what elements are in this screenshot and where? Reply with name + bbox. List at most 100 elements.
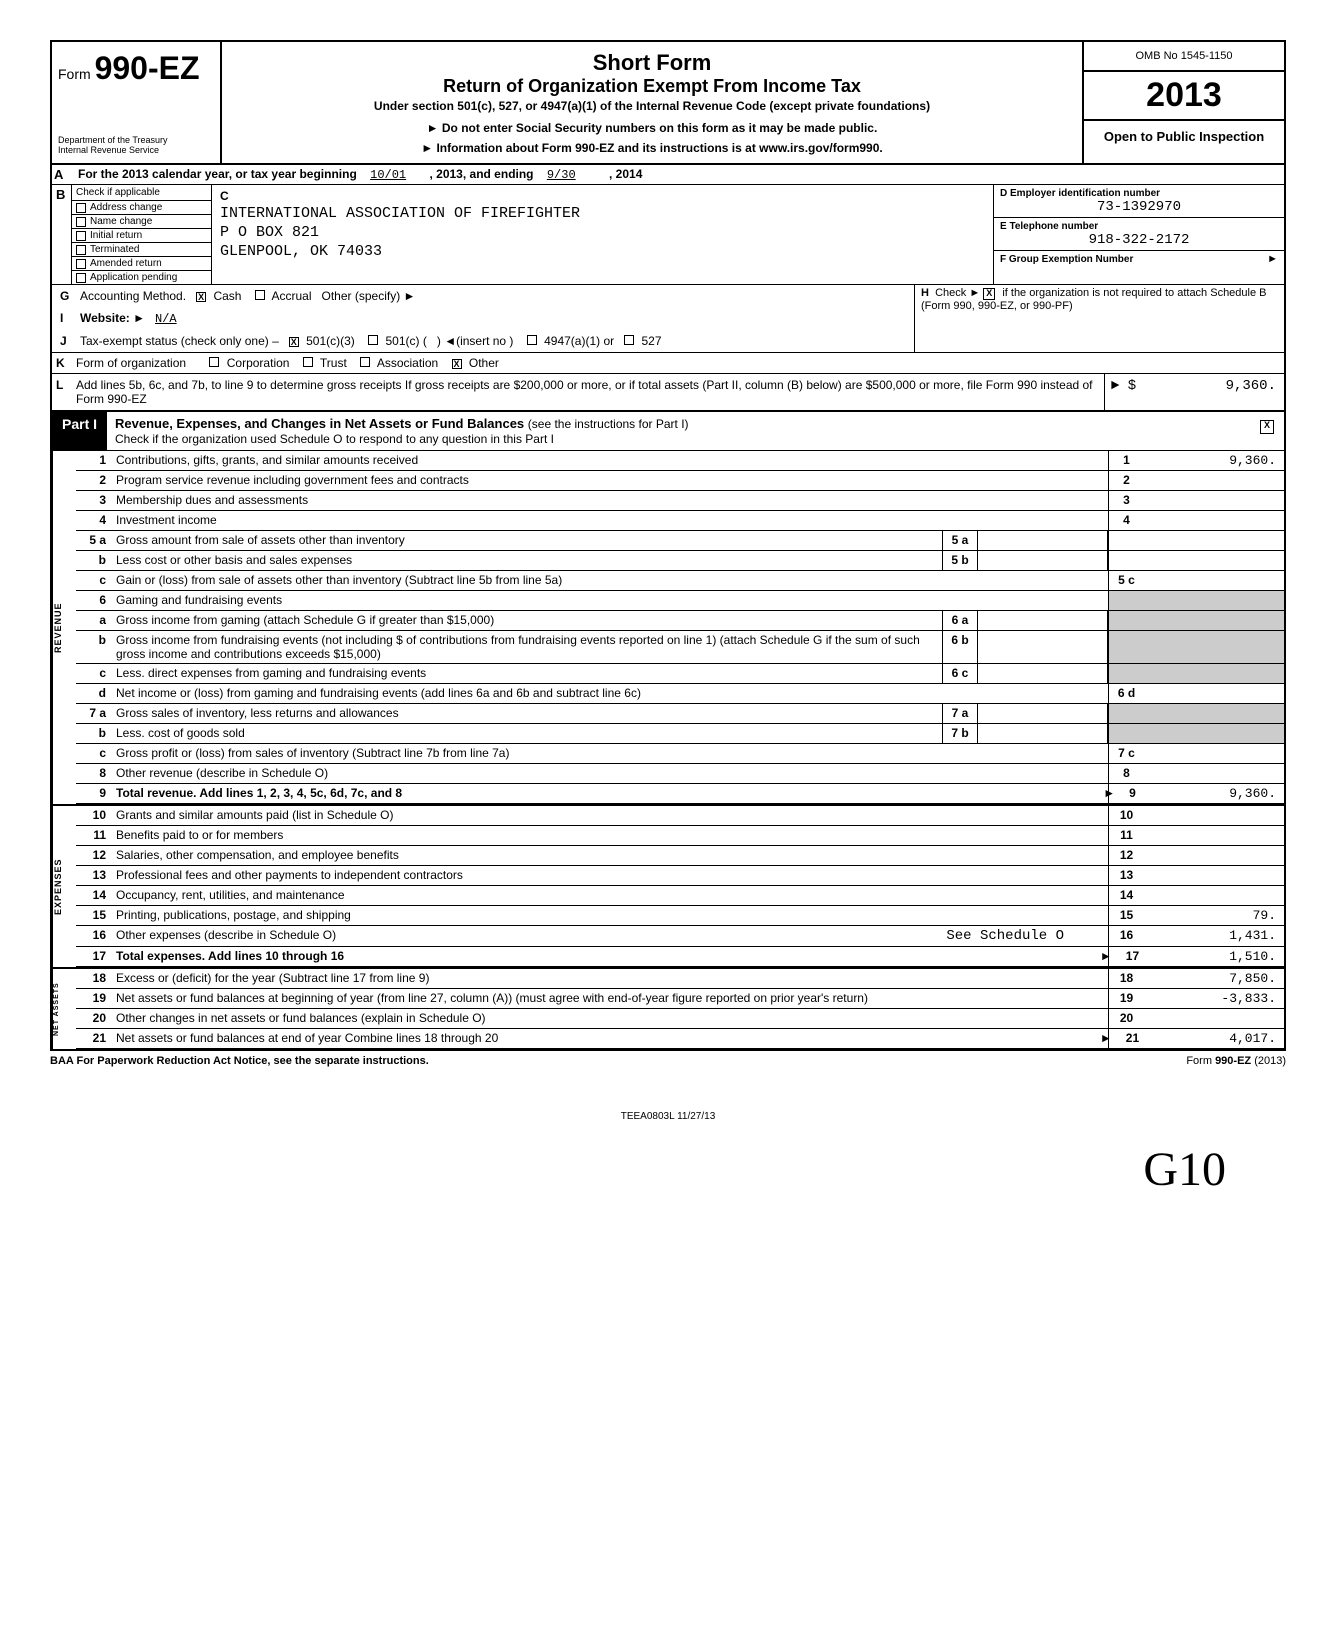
- end-val: [1144, 826, 1284, 845]
- line-14: 14Occupancy, rent, utilities, and mainte…: [76, 886, 1284, 906]
- chk-sched-o[interactable]: [1260, 420, 1274, 434]
- revenue-section: REVENUE 1Contributions, gifts, grants, a…: [52, 451, 1284, 804]
- chk-app-pending[interactable]: Application pending: [72, 270, 211, 284]
- chk-501c[interactable]: [368, 335, 378, 345]
- section-bcdef: B Check if applicable Address change Nam…: [52, 185, 1284, 285]
- line-num: 17: [76, 947, 112, 966]
- line-d: dNet income or (loss) from gaming and fu…: [76, 684, 1284, 704]
- footer: BAA For Paperwork Reduction Act Notice, …: [50, 1051, 1286, 1071]
- end-val-shaded: [1144, 724, 1284, 743]
- website-val: N/A: [155, 312, 177, 326]
- end-val: [1144, 684, 1284, 703]
- label-b: B: [52, 185, 72, 284]
- end-num-shaded: [1108, 664, 1144, 683]
- end-num: [1108, 551, 1144, 570]
- line-21: 21Net assets or fund balances at end of …: [76, 1029, 1284, 1049]
- line-6: 6Gaming and fundraising events: [76, 591, 1284, 611]
- end-val: 9,360.: [1144, 784, 1284, 803]
- end-val: -3,833.: [1144, 989, 1284, 1008]
- part1-chk: [1254, 412, 1284, 450]
- end-val: 79.: [1144, 906, 1284, 925]
- end-num: 12: [1108, 846, 1144, 865]
- line-5a: 5 aGross amount from sale of assets othe…: [76, 531, 1284, 551]
- row-a-content: For the 2013 calendar year, or tax year …: [72, 165, 1284, 184]
- end-num: ►9: [1108, 784, 1144, 803]
- chk-initial-return[interactable]: Initial return: [72, 228, 211, 242]
- end-val-shaded: [1144, 631, 1284, 663]
- end-num: 11: [1108, 826, 1144, 845]
- line-17: 17Total expenses. Add lines 10 through 1…: [76, 947, 1284, 967]
- subtitle: Under section 501(c), 527, or 4947(a)(1)…: [230, 99, 1074, 113]
- end-num: [1108, 531, 1144, 550]
- line-desc: Less cost or other basis and sales expen…: [112, 551, 942, 570]
- line-16: 16Other expenses (describe in Schedule O…: [76, 926, 1284, 947]
- chk-terminated[interactable]: Terminated: [72, 242, 211, 256]
- form-container: Form 990-EZ Department of the Treasury I…: [50, 40, 1286, 1051]
- line-4: 4Investment income4: [76, 511, 1284, 531]
- chk-name-change[interactable]: Name change: [72, 214, 211, 228]
- chk-h[interactable]: [983, 288, 995, 300]
- chk-address-change[interactable]: Address change: [72, 200, 211, 214]
- line-desc: Net assets or fund balances at beginning…: [112, 989, 1108, 1008]
- phone: 918-322-2172: [1000, 232, 1278, 248]
- label-i: I: [56, 309, 76, 328]
- line-15: 15Printing, publications, postage, and s…: [76, 906, 1284, 926]
- chk-assoc[interactable]: [360, 357, 370, 367]
- line-12: 12Salaries, other compensation, and empl…: [76, 846, 1284, 866]
- line-num: 21: [76, 1029, 112, 1048]
- line-num: b: [76, 724, 112, 743]
- omb-number: OMB No 1545-1150: [1084, 42, 1284, 72]
- line-desc: Total revenue. Add lines 1, 2, 3, 4, 5c,…: [112, 784, 1108, 803]
- end-num: 5 c: [1108, 571, 1144, 590]
- part1-label: Part I: [52, 412, 107, 450]
- side-expenses: EXPENSES: [52, 806, 76, 967]
- line-num: 3: [76, 491, 112, 510]
- chk-cash[interactable]: [196, 292, 206, 302]
- g-content: Accounting Method. Cash Accrual Other (s…: [76, 287, 910, 305]
- col-b-checks: Check if applicable Address change Name …: [72, 185, 212, 284]
- end-num: ►17: [1108, 947, 1144, 966]
- end-num-shaded: [1108, 591, 1144, 610]
- chk-corp[interactable]: [209, 357, 219, 367]
- line-20: 20Other changes in net assets or fund ba…: [76, 1009, 1284, 1029]
- line-desc: Gross income from fundraising events (no…: [112, 631, 942, 663]
- line-desc: Occupancy, rent, utilities, and maintena…: [112, 886, 1108, 905]
- mid-val: [978, 704, 1108, 723]
- mid-val: [978, 611, 1108, 630]
- net-lines: 18Excess or (deficit) for the year (Subt…: [76, 969, 1284, 1049]
- line-desc: Grants and similar amounts paid (list in…: [112, 806, 1108, 825]
- line-c: cLess. direct expenses from gaming and f…: [76, 664, 1284, 684]
- form-header: Form 990-EZ Department of the Treasury I…: [52, 42, 1284, 165]
- line-desc: Gross profit or (loss) from sales of inv…: [112, 744, 1108, 763]
- line-num: a: [76, 611, 112, 630]
- l-amount: ► $ 9,360.: [1104, 374, 1284, 410]
- line-1: 1Contributions, gifts, grants, and simil…: [76, 451, 1284, 471]
- chk-accrual[interactable]: [255, 290, 265, 300]
- line-num: c: [76, 571, 112, 590]
- line-num: 12: [76, 846, 112, 865]
- line-desc: Net assets or fund balances at end of ye…: [112, 1029, 1108, 1048]
- chk-trust[interactable]: [303, 357, 313, 367]
- end-num: 15: [1108, 906, 1144, 925]
- header-center: Short Form Return of Organization Exempt…: [222, 42, 1084, 163]
- line-19: 19Net assets or fund balances at beginni…: [76, 989, 1284, 1009]
- line-desc: Program service revenue including govern…: [112, 471, 1108, 490]
- h-col: H Check ► if the organization is not req…: [914, 285, 1284, 352]
- mid-num: 7 b: [942, 724, 978, 743]
- chk-other-org[interactable]: [452, 359, 462, 369]
- chk-amended[interactable]: Amended return: [72, 256, 211, 270]
- footer-right: Form 990-EZ (2013): [1186, 1055, 1286, 1067]
- line-desc: Benefits paid to or for members: [112, 826, 1108, 845]
- row-a-text: For the 2013 calendar year, or tax year …: [78, 167, 357, 181]
- line-num: 8: [76, 764, 112, 783]
- line-num: 19: [76, 989, 112, 1008]
- short-form-title: Short Form: [230, 50, 1074, 76]
- chk-527[interactable]: [624, 335, 634, 345]
- label-g: G: [56, 287, 76, 305]
- line-c: cGain or (loss) from sale of assets othe…: [76, 571, 1284, 591]
- line-num: 1: [76, 451, 112, 470]
- part1-header: Part I Revenue, Expenses, and Changes in…: [52, 412, 1284, 451]
- chk-4947[interactable]: [527, 335, 537, 345]
- end-num: 3: [1108, 491, 1144, 510]
- chk-501c3[interactable]: [289, 337, 299, 347]
